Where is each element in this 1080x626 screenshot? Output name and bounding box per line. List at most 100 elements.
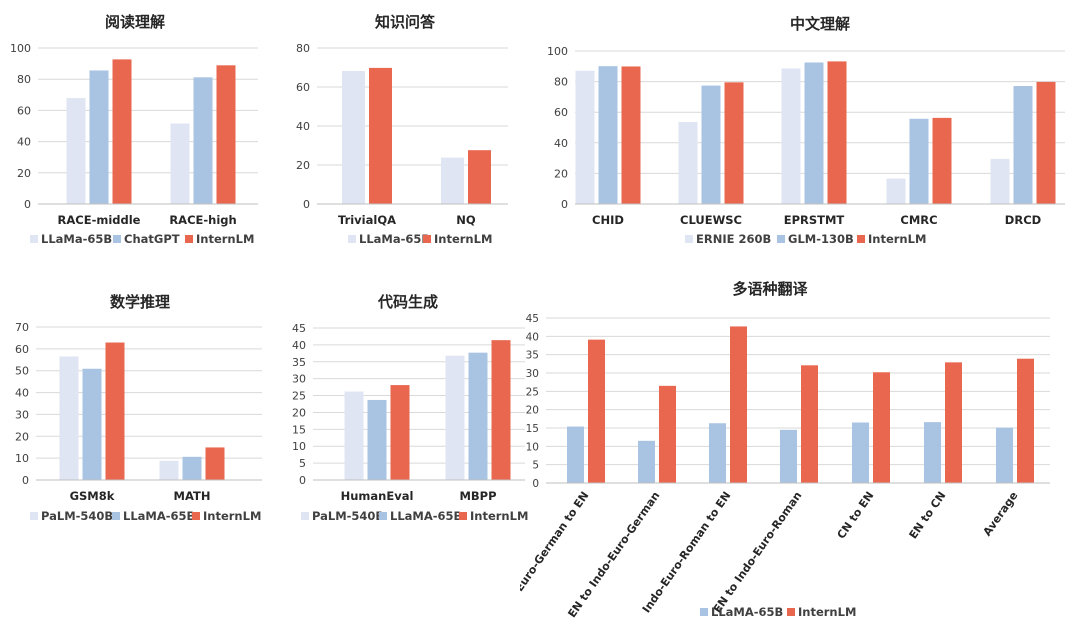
y-tick-label: 100 [10, 42, 31, 55]
legend-swatch [112, 512, 120, 520]
bar [1013, 86, 1033, 204]
y-tick-label: 40 [15, 387, 29, 400]
y-tick-label: 70 [15, 321, 29, 334]
legend-swatch [857, 235, 865, 243]
chart-math-reasoning: 数学推理 0 10 20 30 40 50 60 70 GSM8k MATH PaLM-540B LLa… [15, 293, 262, 523]
category-label: MATH [174, 489, 211, 503]
legend-swatch [113, 235, 121, 243]
chart-title: 阅读理解 [105, 13, 165, 31]
bar [996, 427, 1013, 483]
y-tick-label: 30 [292, 373, 306, 386]
y-tick-label: 50 [15, 365, 29, 378]
bar [182, 456, 202, 480]
chart-title: 知识问答 [375, 13, 436, 31]
bar [909, 118, 929, 204]
legend-label: LLaMA-65B [123, 509, 195, 523]
legend-swatch [685, 235, 693, 243]
legend-swatch [379, 512, 387, 520]
bar [1036, 81, 1056, 204]
bar [112, 59, 132, 204]
bar [344, 391, 364, 480]
legend-label: InternLM [868, 232, 926, 246]
y-tick-label: 80 [554, 76, 568, 89]
y-tick-label: 15 [526, 423, 539, 435]
bar [730, 326, 747, 483]
legend-label: ERNIE 260B [696, 232, 771, 246]
legend-label: InternLM [798, 605, 856, 619]
y-tick-label: 40 [17, 136, 31, 149]
legend-label: LLaMa-65B [359, 232, 430, 246]
y-tick-label: 0 [532, 478, 539, 490]
bar [216, 65, 236, 204]
y-tick-label: 30 [15, 408, 29, 421]
y-tick-label: 0 [24, 198, 31, 211]
bar [588, 339, 605, 483]
bar [441, 157, 464, 204]
bar [678, 121, 698, 204]
y-tick-label: 60 [296, 81, 310, 94]
chart-code-generation: 代码生成 0 5 10 15 20 25 30 35 40 45 HumanEval MBPP PaLM-… [292, 293, 528, 523]
y-tick-label: 10 [15, 452, 29, 465]
bar [82, 368, 102, 480]
y-tick-label: 40 [554, 137, 568, 150]
category-label: CN to EN [835, 489, 877, 541]
bar [873, 372, 890, 483]
legend-label: InternLM [434, 232, 492, 246]
y-tick-label: 5 [532, 460, 539, 472]
bar [621, 66, 641, 204]
legend-swatch [787, 608, 795, 616]
bar [886, 178, 906, 204]
y-tick-label: 10 [292, 440, 306, 453]
chart-title: 中文理解 [790, 15, 850, 33]
y-tick-label: 20 [17, 167, 31, 180]
bar [369, 67, 392, 204]
bar [575, 70, 595, 204]
legend-label: GLM-130B [788, 232, 854, 246]
bar [170, 123, 190, 204]
legend-swatch [700, 608, 708, 616]
y-tick-label: 20 [554, 167, 568, 180]
category-label: HumanEval [341, 489, 414, 503]
bar [780, 429, 797, 483]
bar [724, 82, 744, 204]
bar [945, 362, 962, 483]
bar [205, 447, 225, 480]
y-tick-label: 60 [554, 106, 568, 119]
bar [468, 352, 488, 480]
legend-label: LLaMA-65B [390, 509, 462, 523]
chart-knowledge-qa: 知识问答 0 20 40 60 80 TrivialQA NQ LLaMa-65B InternL… [296, 13, 508, 246]
bar [701, 85, 721, 204]
bar [827, 61, 847, 205]
bar [390, 385, 410, 480]
legend-label: ChatGPT [124, 232, 180, 246]
category-label: EPRSTMT [784, 213, 845, 227]
legend-swatch [30, 512, 38, 520]
bar [990, 158, 1010, 204]
y-tick-label: 0 [303, 198, 310, 211]
chart-multilingual-translation: 多语种翻译051015202530354045Indo-Euro-German … [520, 280, 1050, 620]
legend-swatch [185, 235, 193, 243]
y-tick-label: 25 [526, 386, 539, 398]
y-tick-label: 0 [22, 474, 29, 487]
y-tick-label: 45 [526, 313, 539, 325]
bar [445, 355, 465, 480]
bar [598, 66, 618, 204]
legend-swatch [423, 235, 431, 243]
bar [1017, 358, 1034, 483]
bar [924, 422, 941, 483]
category-label: GSM8k [70, 489, 115, 503]
y-tick-label: 35 [292, 356, 306, 369]
bar [781, 68, 801, 204]
y-tick-label: 20 [296, 159, 310, 172]
bar [89, 70, 109, 205]
legend-swatch [459, 512, 467, 520]
legend-swatch [30, 235, 38, 243]
legend-label: LLaMa-65B [41, 232, 112, 246]
legend-swatch [192, 512, 200, 520]
bar [659, 385, 676, 483]
category-label: DRCD [1005, 213, 1041, 227]
y-tick-label: 35 [526, 350, 539, 362]
category-label: NQ [456, 213, 476, 227]
category-label: CHID [592, 213, 624, 227]
